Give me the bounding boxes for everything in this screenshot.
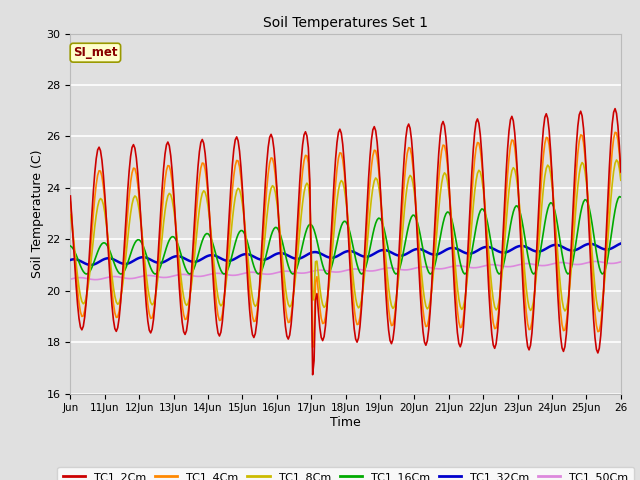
Y-axis label: Soil Temperature (C): Soil Temperature (C) — [31, 149, 44, 278]
X-axis label: Time: Time — [330, 416, 361, 429]
Text: SI_met: SI_met — [73, 46, 118, 59]
Legend: TC1_2Cm, TC1_4Cm, TC1_8Cm, TC1_16Cm, TC1_32Cm, TC1_50Cm: TC1_2Cm, TC1_4Cm, TC1_8Cm, TC1_16Cm, TC1… — [58, 467, 634, 480]
Title: Soil Temperatures Set 1: Soil Temperatures Set 1 — [263, 16, 428, 30]
